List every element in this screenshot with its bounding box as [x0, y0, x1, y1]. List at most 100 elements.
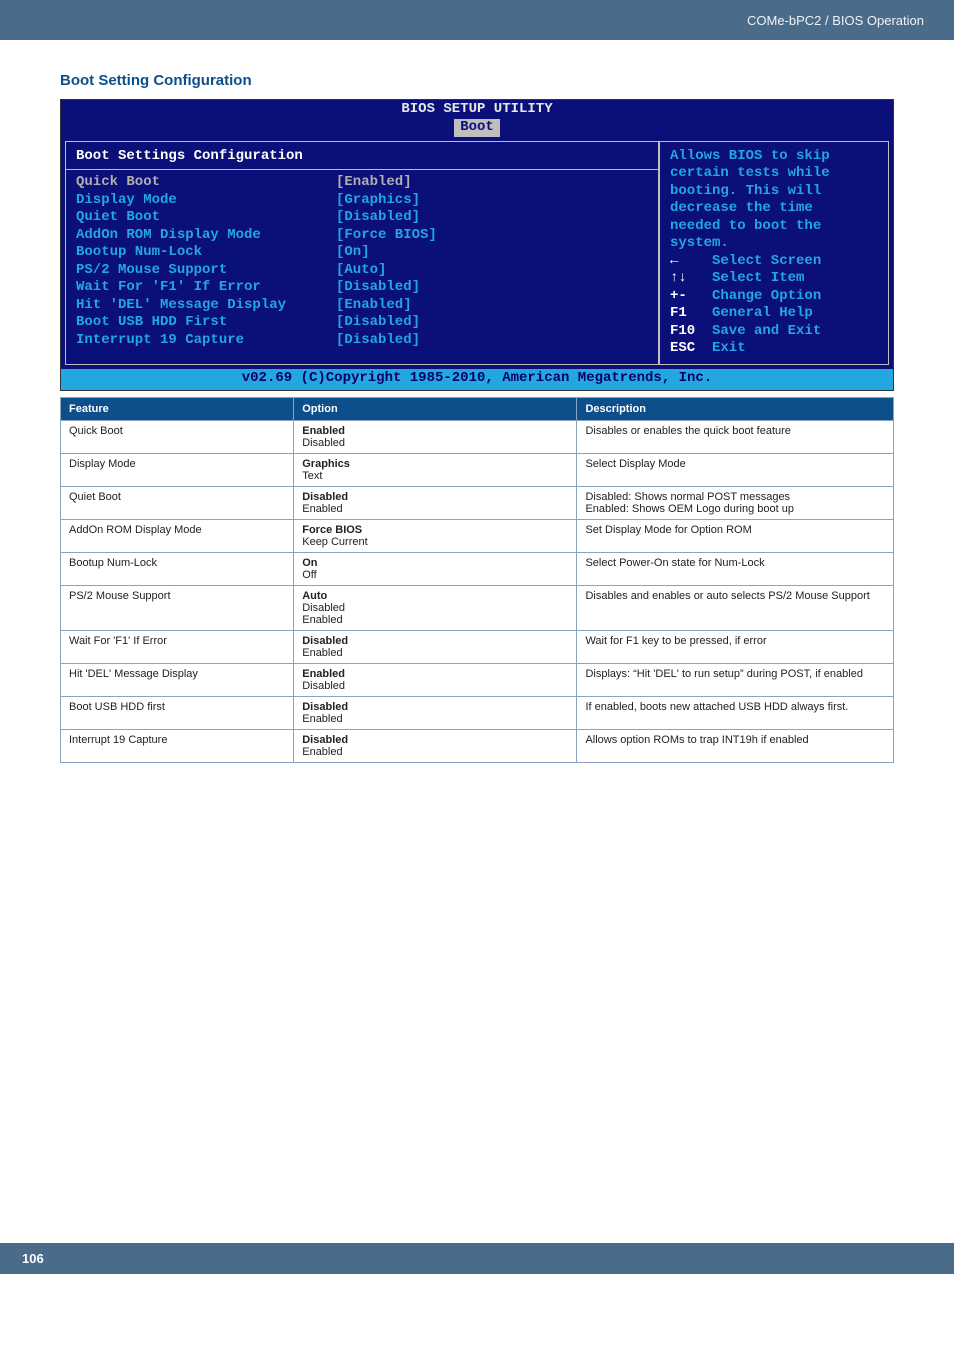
table-row: Hit 'DEL' Message DisplayEnabledDisabled…	[61, 664, 894, 697]
cell-feature: Interrupt 19 Capture	[61, 730, 294, 763]
setting-value: [Graphics]	[336, 192, 420, 210]
cell-description: Displays: “Hit 'DEL' to run setup” durin…	[577, 664, 894, 697]
cell-option: OnOff	[294, 553, 577, 586]
setting-label: Bootup Num-Lock	[76, 244, 336, 262]
setting-value: [Disabled]	[336, 209, 420, 227]
bios-setting-row[interactable]: Interrupt 19 Capture[Disabled]	[76, 332, 648, 350]
cell-option: GraphicsText	[294, 454, 577, 487]
nav-label: Exit	[712, 340, 746, 356]
cell-description: Disables and enables or auto selects PS/…	[577, 586, 894, 631]
nav-label: Select Item	[712, 270, 804, 286]
col-option: Option	[294, 398, 577, 421]
setting-value: [Force BIOS]	[336, 227, 437, 245]
nav-label: General Help	[712, 305, 813, 321]
cell-option: DisabledEnabled	[294, 487, 577, 520]
cell-feature: Boot USB HDD first	[61, 697, 294, 730]
cell-feature: Hit 'DEL' Message Display	[61, 664, 294, 697]
cell-description: Allows option ROMs to trap INT19h if ena…	[577, 730, 894, 763]
bios-setting-row[interactable]: Display Mode[Graphics]	[76, 192, 648, 210]
cell-option: Force BIOSKeep Current	[294, 520, 577, 553]
nav-label: Save and Exit	[712, 323, 821, 339]
setting-label: Hit 'DEL' Message Display	[76, 297, 336, 315]
nav-key-row: F10Save and Exit	[670, 323, 878, 341]
cell-feature: Display Mode	[61, 454, 294, 487]
setting-label: Wait For 'F1' If Error	[76, 279, 336, 297]
setting-label: Boot USB HDD First	[76, 314, 336, 332]
bios-setting-selected[interactable]: Quick Boot [Enabled]	[76, 174, 648, 192]
cell-feature: Bootup Num-Lock	[61, 553, 294, 586]
setting-value: [Disabled]	[336, 279, 420, 297]
table-row: Quick BootEnabledDisabledDisables or ena…	[61, 421, 894, 454]
nav-key-row: ↑↓Select Item	[670, 270, 878, 288]
cell-option: DisabledEnabled	[294, 730, 577, 763]
bios-help-panel: Allows BIOS to skip certain tests while …	[659, 141, 889, 365]
cell-option: DisabledEnabled	[294, 697, 577, 730]
bios-setup-window: BIOS SETUP UTILITY Boot Boot Settings Co…	[60, 99, 894, 391]
table-row: Quiet BootDisabledEnabledDisabled: Shows…	[61, 487, 894, 520]
bios-setting-row[interactable]: Hit 'DEL' Message Display[Enabled]	[76, 297, 648, 315]
cell-option: EnabledDisabled	[294, 421, 577, 454]
cell-description: If enabled, boots new attached USB HDD a…	[577, 697, 894, 730]
setting-label: PS/2 Mouse Support	[76, 262, 336, 280]
bios-setting-row[interactable]: Bootup Num-Lock[On]	[76, 244, 648, 262]
col-description: Description	[577, 398, 894, 421]
table-row: Bootup Num-LockOnOffSelect Power-On stat…	[61, 553, 894, 586]
setting-value: [Disabled]	[336, 332, 420, 350]
cell-description: Disables or enables the quick boot featu…	[577, 421, 894, 454]
breadcrumb: COMe-bPC2 / BIOS Operation	[747, 13, 924, 28]
nav-label: Select Screen	[712, 253, 821, 269]
nav-key: ESC	[670, 340, 712, 358]
bios-help-text: Allows BIOS to skip certain tests while …	[670, 148, 878, 253]
setting-value: [Enabled]	[336, 174, 412, 192]
table-row: Boot USB HDD firstDisabledEnabledIf enab…	[61, 697, 894, 730]
nav-key: +-	[670, 288, 712, 306]
page-number: 106	[22, 1251, 44, 1266]
nav-key: ←	[670, 253, 712, 271]
cell-option: EnabledDisabled	[294, 664, 577, 697]
table-header-row: Feature Option Description	[61, 398, 894, 421]
options-table: Feature Option Description Quick BootEna…	[60, 397, 894, 763]
bios-title: BIOS SETUP UTILITY	[61, 100, 893, 119]
nav-key-row: F1General Help	[670, 305, 878, 323]
cell-description: Set Display Mode for Option ROM	[577, 520, 894, 553]
nav-key: ↑↓	[670, 270, 712, 288]
nav-key-row: ESCExit	[670, 340, 878, 358]
cell-option: AutoDisabledEnabled	[294, 586, 577, 631]
bios-nav-keys: ←Select Screen↑↓Select Item+-Change Opti…	[670, 253, 878, 358]
bios-active-tab[interactable]: Boot	[454, 119, 500, 137]
bios-setting-row[interactable]: Wait For 'F1' If Error[Disabled]	[76, 279, 648, 297]
cell-feature: PS/2 Mouse Support	[61, 586, 294, 631]
setting-value: [Enabled]	[336, 297, 412, 315]
bios-copyright: v02.69 (C)Copyright 1985-2010, American …	[61, 369, 893, 391]
table-row: Wait For 'F1' If ErrorDisabledEnabledWai…	[61, 631, 894, 664]
table-row: PS/2 Mouse SupportAutoDisabledEnabledDis…	[61, 586, 894, 631]
cell-description: Select Display Mode	[577, 454, 894, 487]
setting-label: Quick Boot	[76, 174, 336, 192]
page-footer: 106	[0, 1243, 954, 1274]
nav-key: F1	[670, 305, 712, 323]
cell-feature: AddOn ROM Display Mode	[61, 520, 294, 553]
nav-key-row: ←Select Screen	[670, 253, 878, 271]
page-content: Boot Setting Configuration BIOS SETUP UT…	[0, 40, 954, 763]
cell-description: Wait for F1 key to be pressed, if error	[577, 631, 894, 664]
setting-label: Quiet Boot	[76, 209, 336, 227]
bios-settings-panel: Boot Settings Configuration Quick Boot […	[65, 141, 659, 365]
cell-feature: Quick Boot	[61, 421, 294, 454]
cell-option: DisabledEnabled	[294, 631, 577, 664]
bios-setting-row[interactable]: Quiet Boot[Disabled]	[76, 209, 648, 227]
setting-label: AddOn ROM Display Mode	[76, 227, 336, 245]
table-row: AddOn ROM Display ModeForce BIOSKeep Cur…	[61, 520, 894, 553]
bios-panel-heading: Boot Settings Configuration	[76, 148, 648, 166]
cell-feature: Wait For 'F1' If Error	[61, 631, 294, 664]
table-row: Interrupt 19 CaptureDisabledEnabledAllow…	[61, 730, 894, 763]
cell-feature: Quiet Boot	[61, 487, 294, 520]
nav-label: Change Option	[712, 288, 821, 304]
setting-value: [On]	[336, 244, 370, 262]
bios-setting-row[interactable]: AddOn ROM Display Mode[Force BIOS]	[76, 227, 648, 245]
nav-key-row: +-Change Option	[670, 288, 878, 306]
bios-setting-row[interactable]: PS/2 Mouse Support[Auto]	[76, 262, 648, 280]
setting-label: Display Mode	[76, 192, 336, 210]
nav-key: F10	[670, 323, 712, 341]
bios-setting-row[interactable]: Boot USB HDD First[Disabled]	[76, 314, 648, 332]
cell-description: Select Power-On state for Num-Lock	[577, 553, 894, 586]
